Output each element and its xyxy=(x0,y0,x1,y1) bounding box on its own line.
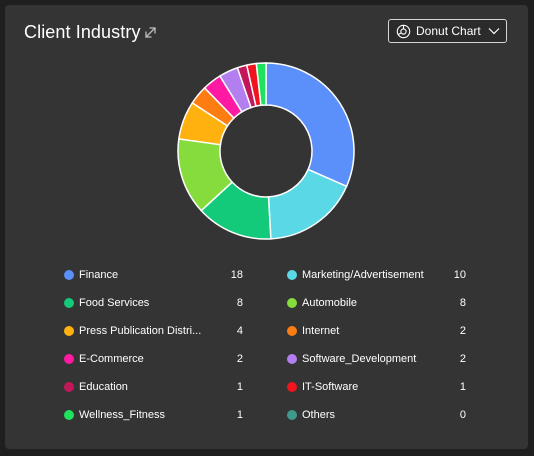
legend-swatch xyxy=(64,410,74,420)
legend-item[interactable]: Internet 2 xyxy=(287,323,466,341)
legend-value: 8 xyxy=(236,297,243,309)
legend-item[interactable]: Software_Development 2 xyxy=(287,351,466,369)
legend-label: Others xyxy=(302,409,336,421)
legend-item[interactable]: IT-Software 1 xyxy=(287,379,466,397)
legend-swatch xyxy=(64,326,74,336)
legend-item[interactable]: Education 1 xyxy=(64,379,243,397)
legend-label: Wellness_Fitness xyxy=(79,409,165,421)
legend-value: 1 xyxy=(236,409,243,421)
legend-value: 1 xyxy=(236,381,243,393)
donut-chart xyxy=(177,62,355,240)
legend-swatch xyxy=(287,354,297,364)
legend-value: 1 xyxy=(459,381,466,393)
legend-value: 8 xyxy=(459,297,466,309)
legend-swatch xyxy=(287,298,297,308)
client-industry-card: Client Industry Donut Chart Finance 18 Mar… xyxy=(5,5,528,449)
donut-slice-wellness-fitness[interactable] xyxy=(255,62,267,107)
legend-label: Internet xyxy=(302,325,340,337)
legend-swatch xyxy=(287,382,297,392)
legend-value: 4 xyxy=(236,325,243,337)
chevron-down-icon xyxy=(488,28,500,35)
legend-swatch xyxy=(287,326,297,336)
legend-item[interactable]: Others 0 xyxy=(287,407,466,425)
legend-value: 2 xyxy=(459,325,466,337)
legend-item[interactable]: Marketing/Advertisement 10 xyxy=(287,267,466,285)
legend-item[interactable]: E-Commerce 2 xyxy=(64,351,243,369)
legend-item[interactable]: Automobile 8 xyxy=(287,295,466,313)
chart-type-label: Donut Chart xyxy=(416,24,481,38)
legend-label: Finance xyxy=(79,269,119,281)
legend-value: 2 xyxy=(459,353,466,365)
legend-value: 10 xyxy=(453,269,466,281)
chart-type-dropdown[interactable]: Donut Chart xyxy=(388,19,507,43)
legend-label: Software_Development xyxy=(302,353,417,365)
legend-label: Automobile xyxy=(302,297,358,309)
legend-item[interactable]: Food Services 8 xyxy=(64,295,243,313)
legend-label: Food Services xyxy=(79,297,150,309)
legend-item[interactable]: Press Publication Distri... 4 xyxy=(64,323,243,341)
legend-swatch xyxy=(64,298,74,308)
legend-label: Education xyxy=(79,381,128,393)
legend-label: Press Publication Distri... xyxy=(79,325,202,337)
legend-value: 18 xyxy=(230,269,243,281)
legend-swatch xyxy=(64,354,74,364)
legend-item[interactable]: Wellness_Fitness 1 xyxy=(64,407,243,425)
legend-swatch xyxy=(64,382,74,392)
legend-item[interactable]: Finance 18 xyxy=(64,267,243,285)
legend-label: Marketing/Advertisement xyxy=(302,269,424,281)
donut-chart-icon xyxy=(396,24,411,39)
legend-swatch xyxy=(287,270,297,280)
legend-label: E-Commerce xyxy=(79,353,144,365)
donut-slice-finance[interactable] xyxy=(265,62,355,188)
card-title: Client Industry xyxy=(24,22,141,42)
legend-value: 0 xyxy=(459,409,466,421)
legend-value: 2 xyxy=(236,353,243,365)
expand-arrows-icon[interactable] xyxy=(143,25,158,40)
legend-swatch xyxy=(64,270,74,280)
legend-label: IT-Software xyxy=(302,381,359,393)
legend-swatch xyxy=(287,410,297,420)
